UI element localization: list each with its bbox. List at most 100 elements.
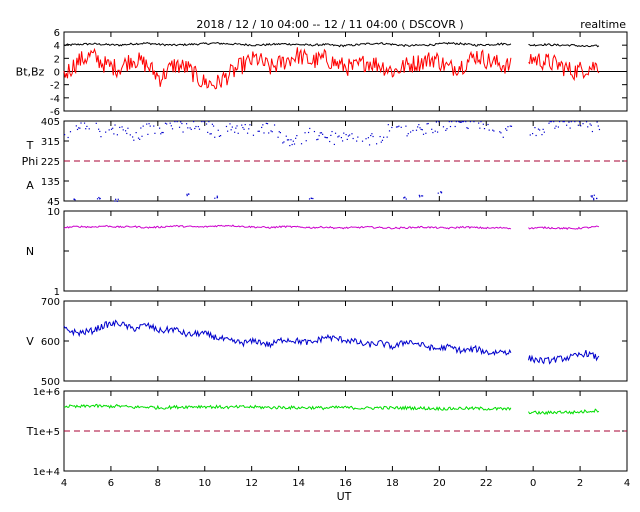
data-point (277, 136, 279, 138)
data-point (326, 137, 328, 139)
data-point (386, 136, 388, 138)
series-0 (64, 121, 601, 147)
x-tick-label: 22 (480, 478, 493, 489)
x-tick-label: 18 (386, 478, 399, 489)
data-point (591, 130, 594, 133)
data-point (142, 125, 144, 127)
data-point (170, 125, 172, 127)
data-point (236, 125, 238, 127)
data-point (122, 129, 124, 131)
data-point (241, 124, 243, 126)
data-point (214, 197, 216, 199)
data-point (445, 129, 447, 131)
data-point (282, 142, 284, 144)
data-point (591, 195, 593, 197)
data-point (361, 140, 364, 142)
data-point (318, 135, 320, 137)
data-point (186, 194, 188, 197)
data-point (593, 194, 595, 196)
x-tick-label: 20 (433, 478, 446, 489)
y-tick-label: 1e+4 (33, 467, 60, 478)
data-point (257, 130, 259, 132)
data-point (313, 130, 316, 133)
data-point (121, 126, 123, 128)
data-point (317, 138, 319, 140)
data-point (217, 129, 219, 131)
data-point (454, 125, 456, 128)
data-point (483, 128, 486, 130)
data-point (368, 144, 371, 146)
data-point (235, 127, 237, 129)
data-point (507, 126, 509, 128)
data-point (75, 125, 77, 127)
data-point (304, 132, 306, 134)
data-point (176, 121, 178, 123)
y-axis-label: T (26, 425, 34, 438)
data-point (249, 124, 251, 126)
data-point (500, 132, 502, 134)
data-point (279, 132, 282, 134)
data-point (380, 141, 382, 143)
data-point (421, 195, 424, 197)
data-point (427, 122, 429, 125)
series-line (63, 224, 600, 230)
series-0 (63, 224, 600, 230)
data-point (569, 127, 571, 129)
panels: 6 4 2 0 -2 -4 -6 Bt,Bz 405 315 225 135 45 T Phi A 10 1 N 70… (16, 28, 628, 478)
data-point (549, 121, 551, 123)
data-point (166, 123, 168, 125)
data-point (473, 121, 475, 123)
data-point (146, 123, 148, 125)
data-point (580, 125, 582, 127)
data-point (190, 128, 192, 131)
data-point (98, 128, 100, 130)
data-point (582, 123, 584, 125)
data-point (110, 128, 113, 130)
data-point (161, 131, 163, 134)
data-point (446, 128, 448, 130)
data-point (562, 121, 564, 123)
data-point (265, 122, 267, 124)
data-point (230, 129, 232, 131)
data-point (439, 191, 442, 193)
chart-title: 2018 / 12 / 10 04:00 -- 12 / 11 04:00 ( … (196, 18, 463, 31)
data-point (478, 122, 480, 124)
data-point (187, 193, 190, 195)
data-point (539, 129, 541, 131)
data-point (590, 195, 592, 197)
data-point (537, 128, 540, 130)
data-point (300, 143, 303, 145)
data-point (244, 123, 246, 126)
data-point (591, 196, 593, 198)
data-point (113, 133, 115, 135)
data-point (432, 131, 434, 134)
data-point (451, 121, 453, 123)
data-point (570, 121, 572, 123)
data-point (419, 127, 421, 129)
data-point (210, 133, 212, 135)
data-point (337, 136, 339, 138)
data-point (266, 123, 269, 125)
data-point (568, 121, 570, 123)
data-point (147, 133, 149, 135)
y-axis-label: Phi (22, 155, 39, 168)
data-point (502, 136, 504, 138)
data-point (95, 122, 97, 124)
data-point (425, 132, 427, 134)
panel-frame (63, 210, 628, 292)
data-point (406, 135, 408, 137)
data-point (351, 133, 353, 135)
y-axis-label: A (26, 179, 34, 192)
data-point (309, 127, 311, 130)
series-line (63, 403, 600, 416)
data-point (154, 132, 156, 134)
data-point (126, 132, 128, 135)
data-point (193, 121, 195, 123)
data-point (420, 128, 422, 131)
panel-1: 405 315 225 135 45 T Phi A (22, 117, 628, 208)
data-point (400, 126, 402, 128)
data-point (415, 129, 418, 131)
data-point (117, 198, 119, 200)
data-point (64, 134, 66, 136)
x-tick-label: 2 (577, 478, 583, 489)
